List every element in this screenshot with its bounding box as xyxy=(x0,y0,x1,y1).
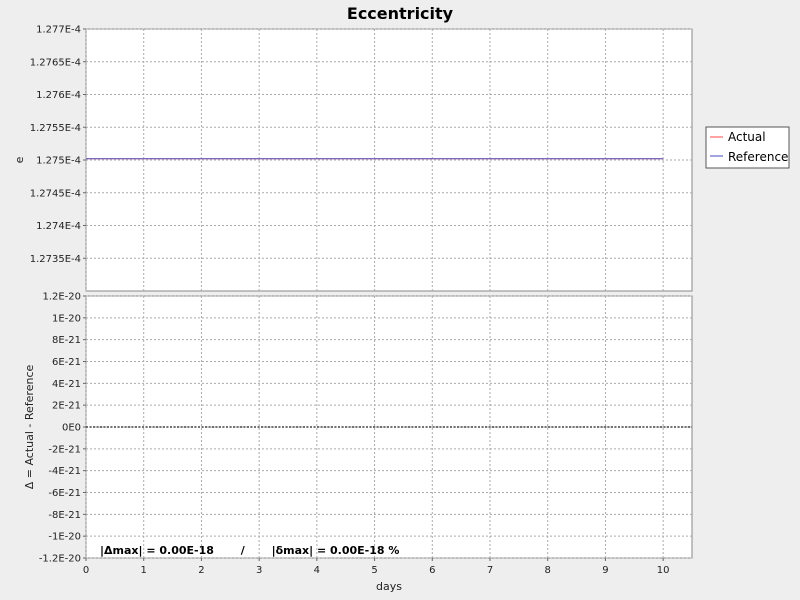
top-y-tick-label-5: 1.276E-4 xyxy=(36,90,81,101)
bottom-y-tick-label-5: -2E-21 xyxy=(48,444,81,455)
bottom-y-tick-label-8: 4E-21 xyxy=(52,379,81,390)
x-axis-label: days xyxy=(376,580,402,593)
x-tick-label-6: 6 xyxy=(429,565,435,576)
legend-label-reference: Reference xyxy=(728,150,788,164)
bottom-y-tick-label-7: 2E-21 xyxy=(52,401,81,412)
bottom-y-tick-label-10: 8E-21 xyxy=(52,335,81,346)
x-tick-label-2: 2 xyxy=(198,565,204,576)
x-tick-label-10: 10 xyxy=(657,565,670,576)
x-tick-label-1: 1 xyxy=(141,565,147,576)
top-panel: 1.2735E-4 1.274E-4 1.2745E-4 1.275E-4 1.2755… xyxy=(13,25,693,292)
top-grid xyxy=(85,28,692,291)
top-y-tick-label-7: 1.277E-4 xyxy=(36,25,81,36)
x-tick-label-7: 7 xyxy=(487,565,493,576)
x-ticks: 0 1 2 3 4 5 6 7 8 9 10 xyxy=(83,558,670,576)
x-tick-label-5: 5 xyxy=(371,565,377,576)
bottom-y-tick-label-0: -1.2E-20 xyxy=(39,554,81,565)
top-y-tick-label-1: 1.274E-4 xyxy=(36,221,81,232)
bottom-y-tick-label-3: -6E-21 xyxy=(48,488,81,499)
bottom-panel: -1.2E-20 -1E-20 -8E-21 -6E-21 -4E-21 -2E-21 0E… xyxy=(23,292,693,565)
top-y-tick-label-3: 1.275E-4 xyxy=(36,156,81,167)
top-y-tick-label-6: 1.2765E-4 xyxy=(30,57,81,68)
bottom-y-tick-label-12: 1.2E-20 xyxy=(42,292,81,303)
x-tick-label-8: 8 xyxy=(545,565,551,576)
bottom-y-tick-label-9: 6E-21 xyxy=(52,357,81,368)
top-plot-area xyxy=(85,28,693,292)
bottom-y-tick-label-6: 0E0 xyxy=(62,423,81,434)
top-y-tick-label-0: 1.2735E-4 xyxy=(30,254,81,265)
x-tick-label-9: 9 xyxy=(602,565,608,576)
stats-text: |Δmax| = 0.00E-18 / |δmax| = 0.00E-18 % xyxy=(100,544,399,557)
bottom-y-ticks: -1.2E-20 -1E-20 -8E-21 -6E-21 -4E-21 -2E-21 0E… xyxy=(39,292,86,565)
top-y-ticks: 1.2735E-4 1.274E-4 1.2745E-4 1.275E-4 1.2755… xyxy=(30,25,86,265)
x-tick-label-4: 4 xyxy=(314,565,320,576)
top-y-axis-label: e xyxy=(13,156,26,163)
legend: Actual Reference xyxy=(705,126,790,169)
top-y-tick-label-4: 1.2755E-4 xyxy=(30,123,81,134)
bottom-y-tick-label-2: -8E-21 xyxy=(48,510,81,521)
x-tick-label-3: 3 xyxy=(256,565,262,576)
bottom-y-tick-label-4: -4E-21 xyxy=(48,466,81,477)
bottom-y-tick-label-11: 1E-20 xyxy=(52,313,81,324)
bottom-y-axis-label: Δ = Actual - Reference xyxy=(23,364,36,489)
legend-box xyxy=(705,126,790,169)
bottom-y-tick-label-1: -1E-20 xyxy=(48,532,81,543)
chart-title: Eccentricity xyxy=(347,4,454,23)
x-tick-label-0: 0 xyxy=(83,565,89,576)
legend-label-actual: Actual xyxy=(728,130,766,144)
top-y-tick-label-2: 1.2745E-4 xyxy=(30,188,81,199)
